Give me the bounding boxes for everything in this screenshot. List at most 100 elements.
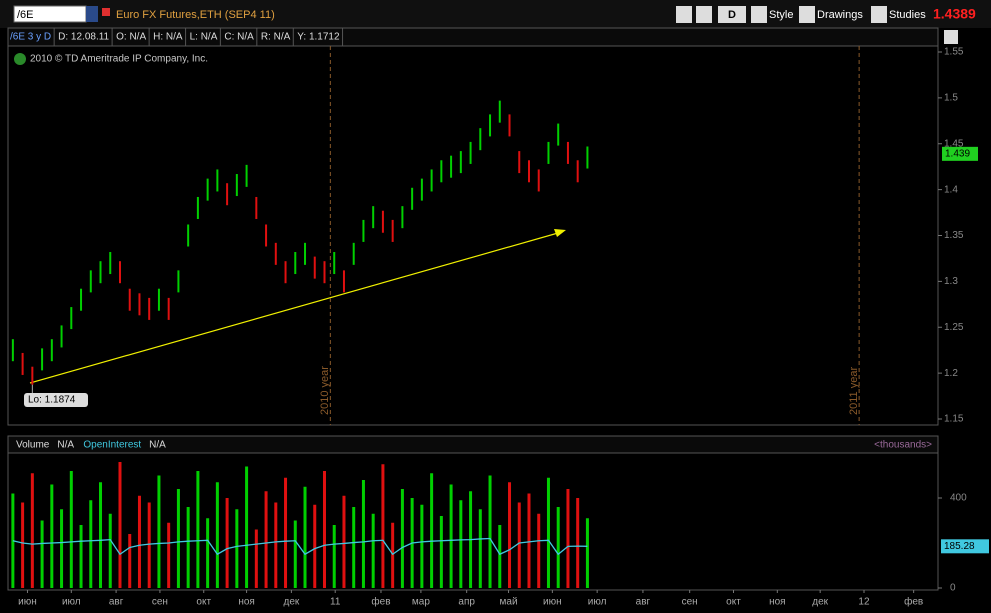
- volume-bar: [556, 507, 560, 588]
- panel-icon[interactable]: [944, 30, 958, 44]
- info-icon: [14, 53, 26, 65]
- x-tick-label: фев: [904, 596, 923, 608]
- volume-bar: [60, 509, 64, 588]
- y-tick-label: 0: [950, 583, 956, 594]
- x-tick-label: авг: [636, 597, 651, 608]
- volume-bar: [235, 509, 239, 588]
- volume-bar: [30, 473, 34, 588]
- style-icon[interactable]: [751, 6, 767, 23]
- volume-bar: [546, 477, 550, 588]
- volume-bar: [303, 486, 307, 588]
- x-tick-label: мар: [412, 597, 430, 608]
- volume-bar: [99, 482, 103, 588]
- button[interactable]: Drawings: [817, 9, 863, 21]
- tool-icon[interactable]: [676, 6, 692, 23]
- header-field: H: N/A: [153, 32, 183, 43]
- year-label: 2011 year: [848, 367, 860, 415]
- drawings-icon[interactable]: [799, 6, 815, 23]
- volume-bar: [108, 513, 112, 588]
- header-field: L: N/A: [190, 32, 218, 43]
- volume-bar: [352, 507, 356, 588]
- volume-bar: [128, 534, 132, 588]
- low-label-box: [24, 393, 88, 407]
- y-tick-label: 1.15: [944, 414, 964, 425]
- x-tick-label: ноя: [238, 597, 255, 608]
- volume-bar: [430, 473, 434, 588]
- y-tick-label: 1.35: [944, 230, 964, 241]
- volume-bar: [215, 482, 219, 588]
- volume-bar: [118, 462, 122, 588]
- icon: [102, 8, 110, 16]
- header-field: /6E 3 y D: [10, 32, 51, 43]
- volume-bar: [478, 509, 482, 588]
- volume-bar: [537, 513, 541, 588]
- volume-bar: [391, 522, 395, 588]
- x-tick-label: окт: [726, 597, 741, 608]
- volume-bar: [225, 498, 229, 588]
- y-tick-label: 1.3: [944, 276, 958, 287]
- volume-bar: [400, 489, 404, 588]
- volume-bar: [517, 502, 521, 588]
- volume-bar: [342, 495, 346, 588]
- x-tick-label: сен: [152, 597, 168, 608]
- volume-bar: [186, 507, 190, 588]
- volume-bar: [381, 464, 385, 588]
- legend-name: Volume: [16, 440, 50, 451]
- x-tick-label: июн: [543, 597, 562, 608]
- unit-label: <thousands>: [874, 440, 932, 451]
- volume-panel: [7, 435, 939, 591]
- studies-icon[interactable]: [871, 6, 887, 23]
- last-box: [942, 146, 978, 161]
- price-header: [7, 27, 939, 47]
- volume-bar: [361, 480, 365, 588]
- volume-header: [7, 435, 939, 454]
- readout: N/A: [149, 440, 166, 451]
- copyright: 2010 © TD Ameritrade IP Company, Inc.: [30, 54, 208, 65]
- symbol-dropdown[interactable]: [86, 6, 98, 22]
- button[interactable]: Studies: [889, 9, 926, 21]
- y-tick-label: 1.25: [944, 322, 964, 333]
- x-tick-label: авг: [109, 597, 124, 608]
- volume-bar: [167, 522, 171, 588]
- year-label: 2010 year: [319, 366, 331, 415]
- y-tick-label: 1.45: [944, 138, 964, 149]
- volume-bar: [371, 513, 375, 588]
- period[interactable]: D: [728, 9, 736, 21]
- button[interactable]: Style: [769, 9, 793, 21]
- y-tick-label: 1.2: [944, 368, 958, 379]
- low-label: Lo: 1.1874: [28, 395, 76, 406]
- volume-bar: [459, 500, 463, 588]
- tool-icon[interactable]: [696, 6, 712, 23]
- y-tick-label: 1.55: [944, 47, 964, 58]
- x-tick-label: дек: [812, 597, 828, 608]
- header-field: R: N/A: [261, 32, 291, 43]
- volume-bar: [176, 489, 180, 588]
- volume-bar: [79, 525, 83, 588]
- volume-bar: [206, 518, 210, 588]
- header-field: O: N/A: [116, 32, 146, 43]
- volume-bar: [21, 502, 25, 588]
- x-tick-label: сен: [682, 597, 698, 608]
- legend-name: OpenInterest: [83, 440, 141, 451]
- volume-bar: [284, 477, 288, 588]
- description: Euro FX Futures,ETH (SEP4 11): [116, 9, 275, 21]
- volume-bar: [245, 466, 249, 588]
- last-price: 1.4389: [933, 6, 976, 22]
- volume-bar: [274, 502, 278, 588]
- volume-bar: [498, 525, 502, 588]
- volume-bar: [332, 525, 336, 588]
- symbol[interactable]: /6E: [17, 9, 34, 21]
- volume-bar: [196, 471, 200, 588]
- volume-bar: [322, 471, 326, 588]
- volume-bar: [293, 520, 297, 588]
- volume-bar: [527, 493, 531, 588]
- volume-bar: [566, 489, 570, 588]
- volume-bar: [137, 495, 141, 588]
- x-tick-label: июл: [588, 597, 607, 608]
- period-box[interactable]: [718, 6, 746, 23]
- x-tick-label: июл: [62, 597, 81, 608]
- header-field: Y: 1.1712: [297, 32, 340, 43]
- volume-bar: [89, 500, 93, 588]
